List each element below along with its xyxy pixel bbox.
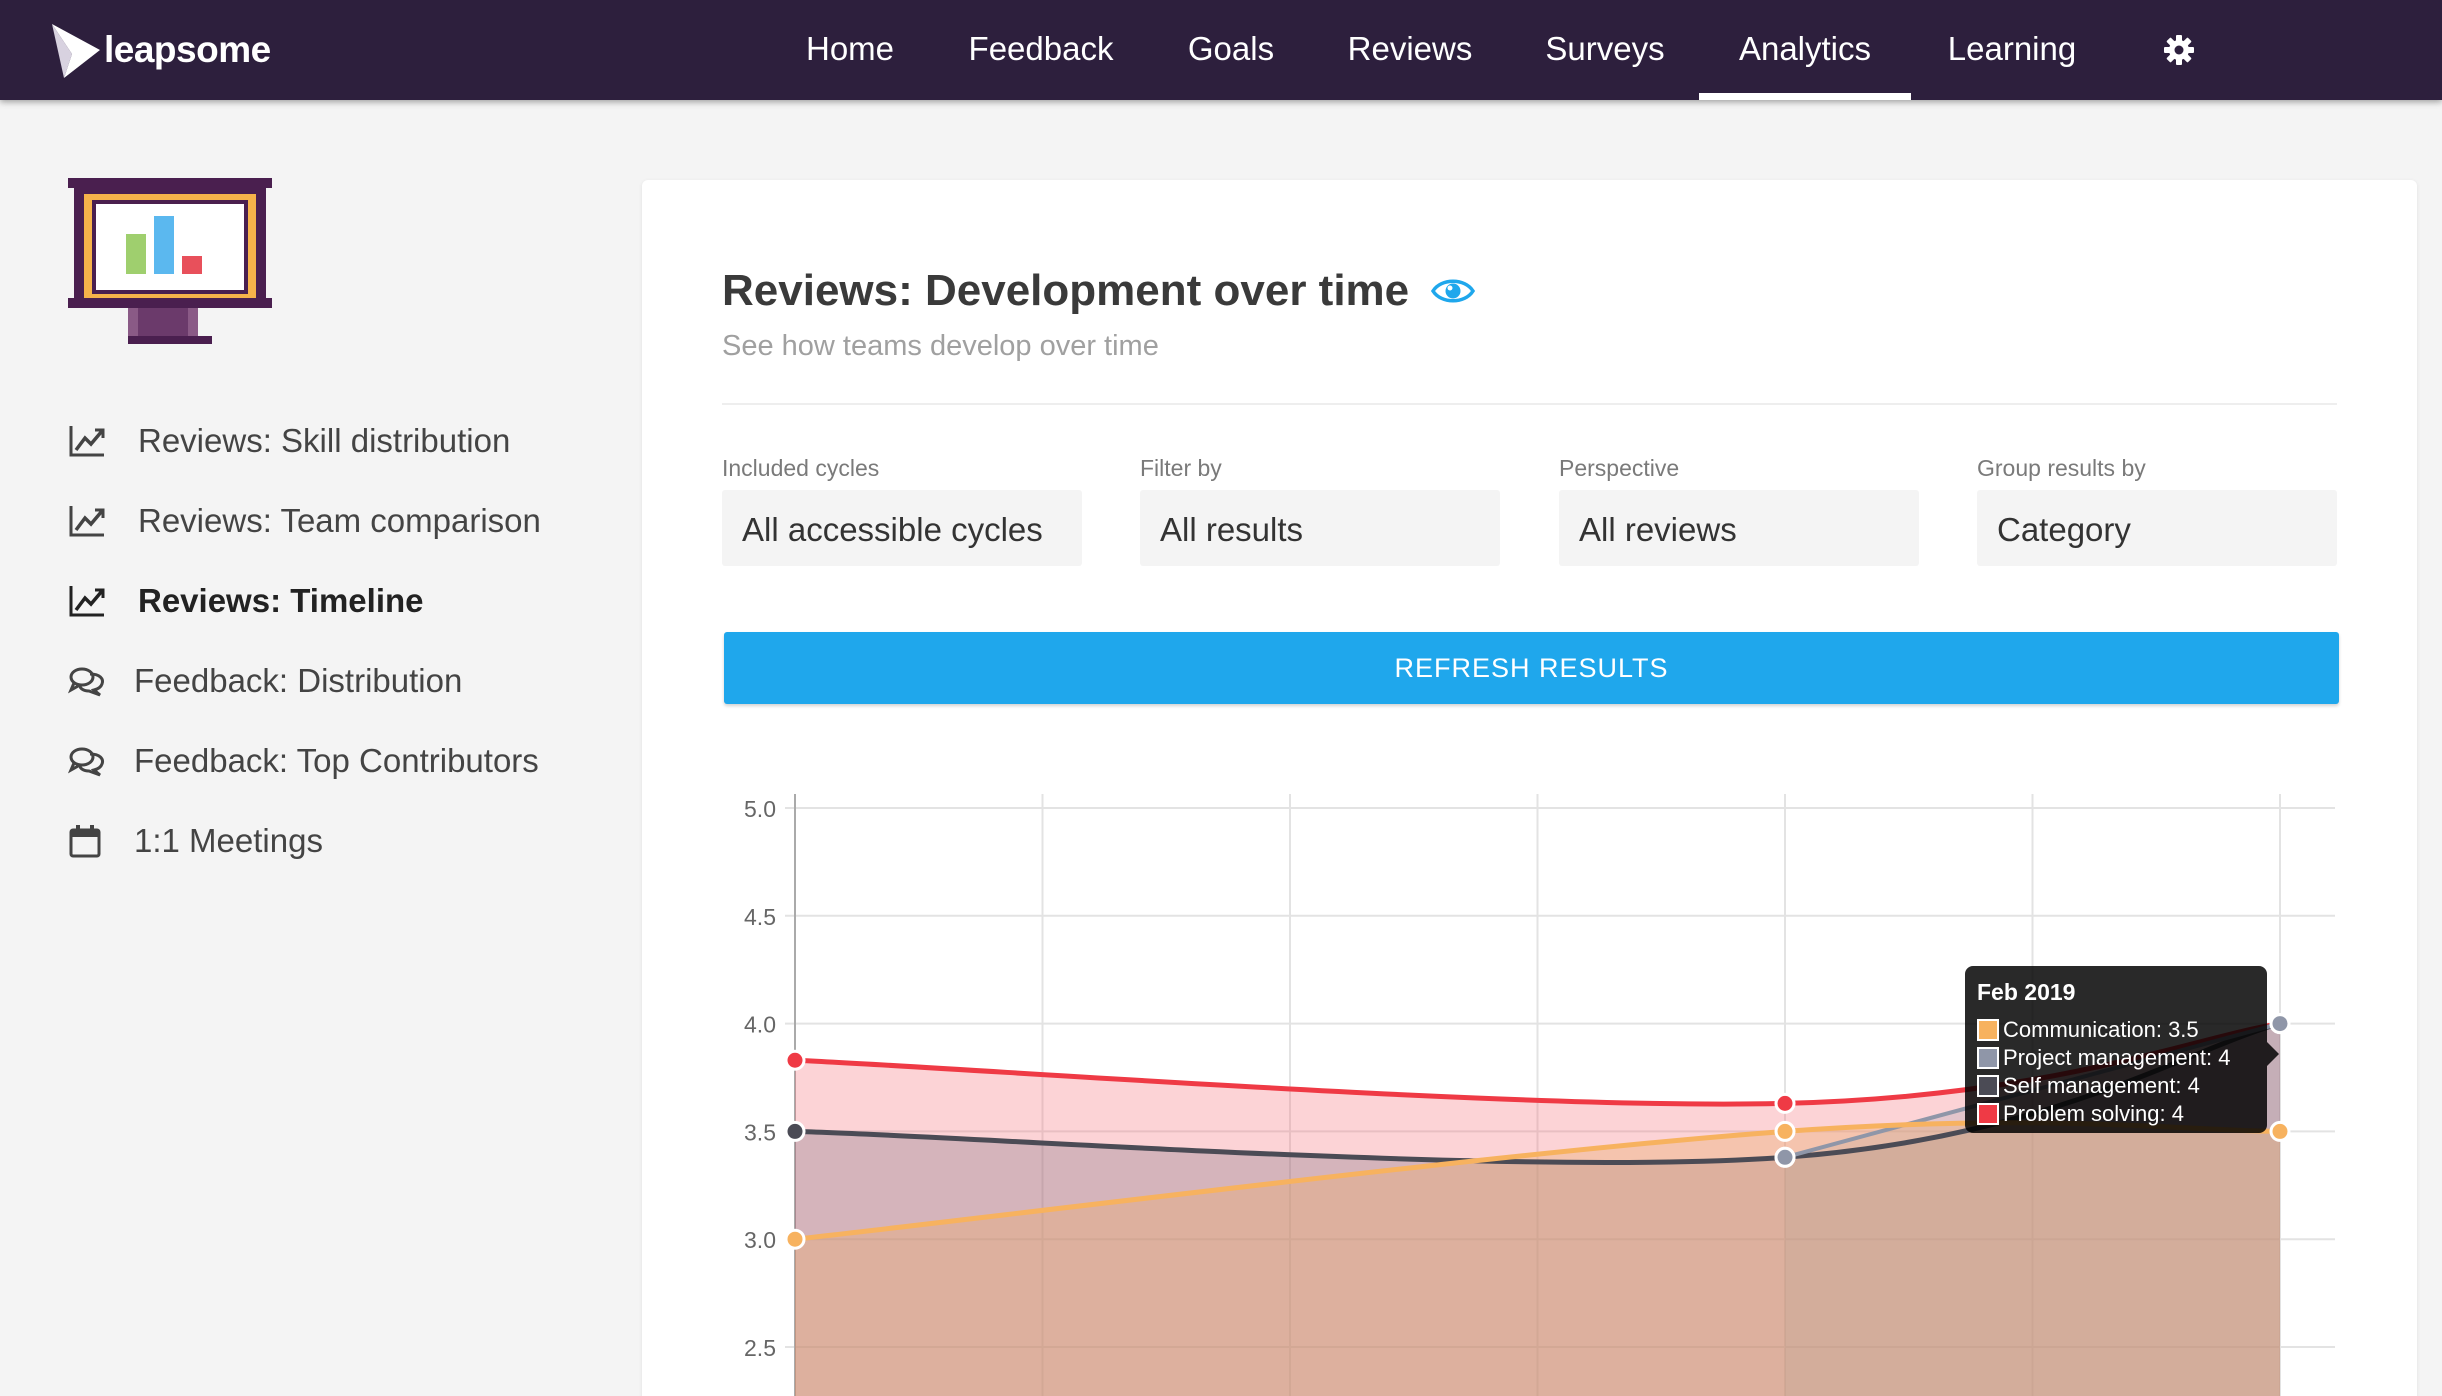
- nav-feedback[interactable]: Feedback: [968, 30, 1114, 67]
- legend-swatch: [1977, 1047, 1999, 1069]
- chart-tooltip: Feb 2019 Communication: 3.5 Project mana…: [1965, 966, 2279, 1133]
- brand-name: leapsome: [104, 29, 271, 70]
- legend-swatch: [1977, 1019, 1999, 1041]
- sidebar-item-one-on-one-meetings[interactable]: 1:1 Meetings: [68, 816, 323, 866]
- area-self-management: [795, 1023, 2280, 1396]
- tooltip-row-text: Communication: 3.5: [2003, 1017, 2199, 1042]
- nav-surveys[interactable]: Surveys: [1545, 30, 1665, 67]
- page-title-text: Reviews: Development over time: [722, 266, 1410, 315]
- chat-bubbles-icon: [68, 747, 104, 777]
- tooltip-row-problem-solving: Problem solving: 4: [1977, 1100, 2255, 1128]
- chat-bubbles-icon: [68, 667, 104, 697]
- sidebar-item-label: Reviews: Timeline: [138, 582, 424, 619]
- sidebar-item-feedback-top-contributors[interactable]: Feedback: Top Contributors: [68, 736, 539, 786]
- analytics-card: Reviews: Development over time See how t…: [642, 180, 2417, 1396]
- legend-swatch: [1977, 1075, 1999, 1097]
- refresh-results-button[interactable]: REFRESH RESULTS: [724, 632, 2339, 704]
- point-communication: [2269, 1120, 2291, 1142]
- point-problem-solving: [784, 1049, 806, 1071]
- calendar-icon: [69, 825, 101, 858]
- point-communication: [784, 1228, 806, 1250]
- y-tick-label: 4.0: [744, 1012, 776, 1038]
- tooltip-row-text: Problem solving: 4: [2003, 1101, 2184, 1126]
- included-cycles-select[interactable]: All accessible cycles: [722, 490, 1082, 566]
- y-tick-label: 5.0: [744, 796, 776, 822]
- eye-icon[interactable]: [1431, 275, 1476, 307]
- page-subtitle: See how teams develop over time: [722, 330, 1159, 362]
- tooltip-row-project-management: Project management: 4: [1977, 1044, 2255, 1072]
- y-tick-label: 3.5: [744, 1119, 776, 1145]
- legend-swatch: [1977, 1103, 1999, 1125]
- sidebar-item-label: Reviews: Team comparison: [138, 502, 541, 539]
- filter-label: Group results by: [1977, 455, 2146, 481]
- sidebar-item-label: Reviews: Skill distribution: [138, 422, 511, 459]
- line-chart-icon: [69, 506, 105, 537]
- sidebar-item-label: Feedback: Distribution: [134, 662, 463, 699]
- filter-label: Filter by: [1140, 455, 1222, 481]
- sidebar-item-timeline[interactable]: Reviews: Timeline: [68, 576, 424, 626]
- leapsome-bird-icon: [52, 24, 100, 78]
- nav-goals[interactable]: Goals: [1187, 30, 1275, 67]
- filter-label: Perspective: [1559, 455, 1680, 481]
- tooltip-row-self-management: Self management: 4: [1977, 1072, 2255, 1100]
- nav-home[interactable]: Home: [805, 30, 895, 67]
- nav-reviews[interactable]: Reviews: [1347, 30, 1473, 67]
- filter-included-cycles: Included cycles All accessible cycles: [722, 450, 1082, 566]
- chart-grid: [785, 794, 2335, 1396]
- leapsome-logo[interactable]: leapsome: [50, 20, 271, 80]
- y-tick-label: 4.5: [744, 904, 776, 930]
- page-title: Reviews: Development over time: [722, 266, 1476, 316]
- point-communication: [1774, 1120, 1796, 1142]
- filter-perspective: Perspective All reviews: [1559, 450, 1919, 566]
- sidebar-item-team-comparison[interactable]: Reviews: Team comparison: [68, 496, 541, 546]
- tooltip-row-text: Project management: 4: [2003, 1045, 2231, 1070]
- filter-group-results-by: Group results by Category: [1977, 450, 2337, 566]
- filter-by-select[interactable]: All results: [1140, 490, 1500, 566]
- sidebar-item-feedback-distribution[interactable]: Feedback: Distribution: [68, 656, 462, 706]
- nav-analytics[interactable]: Analytics: [1699, 0, 1911, 100]
- top-navigation-bar: leapsome Home Feedback Goals Reviews Sur…: [0, 0, 2442, 100]
- perspective-select[interactable]: All reviews: [1559, 490, 1919, 566]
- tooltip-row-text: Self management: 4: [2003, 1073, 2200, 1098]
- tooltip-row-communication: Communication: 3.5: [1977, 1016, 2255, 1044]
- sidebar-item-label: Feedback: Top Contributors: [134, 742, 539, 779]
- filter-filter-by: Filter by All results: [1140, 450, 1500, 566]
- y-tick-label: 3.0: [744, 1227, 776, 1253]
- point-project-management: [2269, 1013, 2291, 1035]
- y-tick-label: 2.5: [744, 1335, 776, 1361]
- analytics-monitor-icon: [68, 178, 272, 344]
- area-communication: [795, 1122, 2280, 1396]
- point-self-management: [784, 1120, 806, 1142]
- sidebar-item-skill-distribution[interactable]: Reviews: Skill distribution: [68, 416, 510, 466]
- group-results-by-select[interactable]: Category: [1977, 490, 2337, 566]
- point-problem-solving: [1774, 1092, 1796, 1114]
- main-nav: Home Feedback Goals Reviews Surveys Anal…: [0, 0, 2442, 100]
- chart-points: [784, 1013, 2291, 1250]
- line-chart-icon: [69, 426, 105, 457]
- divider: [722, 403, 2337, 405]
- area-problem-solving: [795, 1023, 2280, 1396]
- filter-label: Included cycles: [722, 455, 880, 481]
- tooltip-title: Feb 2019: [1977, 979, 2076, 1005]
- point-project-management: [1774, 1146, 1796, 1168]
- y-axis-ticks: 5.0 4.5 4.0 3.5 3.0 2.5: [744, 796, 776, 1361]
- nav-learning[interactable]: Learning: [1947, 30, 2077, 67]
- gear-icon[interactable]: [2163, 34, 2195, 66]
- sidebar-item-label: 1:1 Meetings: [134, 822, 323, 859]
- line-chart-icon: [69, 586, 105, 617]
